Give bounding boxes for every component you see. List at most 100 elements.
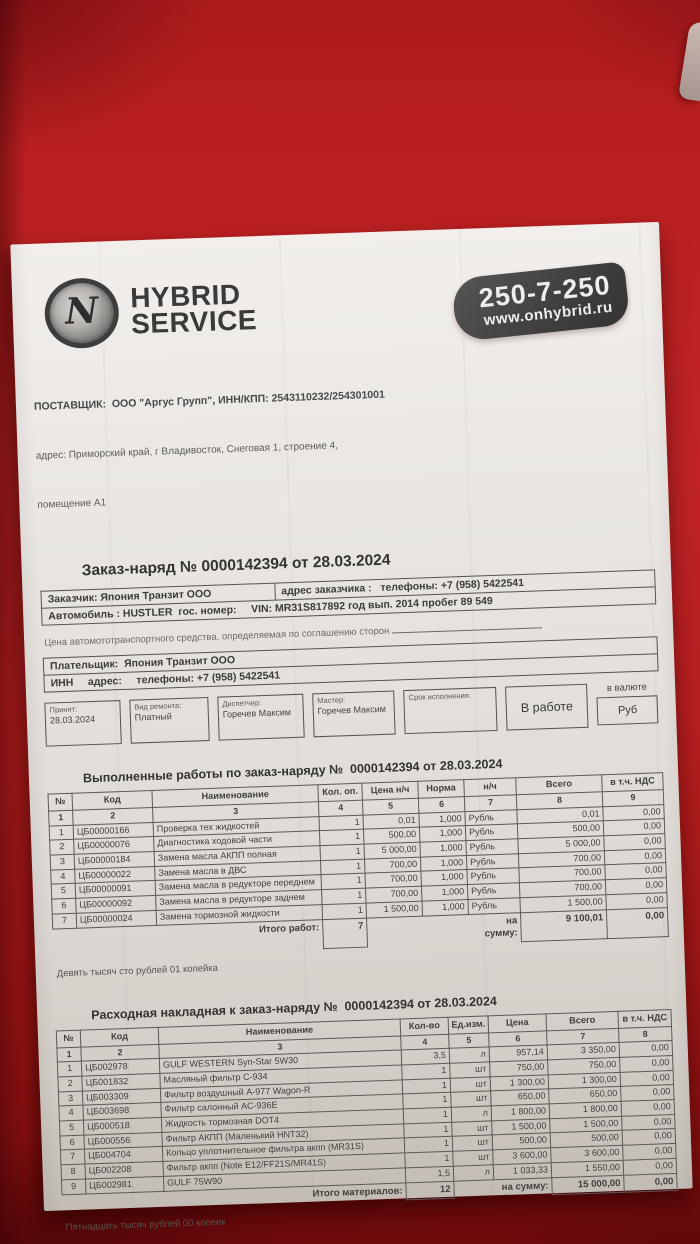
currency-label: в валюте [606, 682, 647, 695]
column-header: Цена [488, 1013, 547, 1033]
cell: 3 [58, 1090, 83, 1107]
cell: 9 [61, 1178, 86, 1195]
totals-cell [367, 914, 470, 947]
cell: 1 [319, 829, 364, 846]
cell: 1 [320, 858, 365, 876]
works-total-sum: 9 100,01 [520, 909, 608, 942]
column-header: Норма [417, 779, 465, 799]
cell: 8 [60, 1164, 86, 1180]
supplier-line: ПОСТАВЩИК: ООО "Аргус Групп", ИНН/КПП: 2… [33, 388, 386, 414]
work-order-document: N HYBRID SERVICE 250-7-250 www.onhybrid.… [10, 221, 693, 1233]
column-number: 1 [48, 810, 74, 826]
cell: 4 [50, 869, 76, 885]
status-value: 28.03.2024 [49, 714, 96, 726]
vehicle-price-text: Цена автомототранспортного средства, опр… [44, 625, 393, 650]
status-box-in-progress: В работе [504, 684, 589, 731]
column-header: н/ч [463, 778, 517, 797]
cell: 7 [52, 913, 77, 929]
shadow-left-edge [0, 0, 26, 1244]
cell: 1 [321, 873, 366, 890]
supplier-block: ПОСТАВЩИК: ООО "Аргус Групп", ИНН/КПП: 2… [33, 344, 654, 547]
column-number: 6 [418, 796, 465, 813]
cell: 1,5 [405, 1166, 454, 1183]
cell: 1 [404, 1151, 454, 1168]
status-box-master: Мастер: Горечев Максим [311, 690, 396, 738]
cell: 1 [403, 1107, 452, 1124]
brand-line2: SERVICE [130, 304, 258, 340]
cell: 6 [51, 898, 77, 914]
cell: 3 [50, 854, 75, 870]
cell: 1 [49, 825, 74, 841]
cell: 2 [49, 839, 75, 856]
materials-sum-label: на сумму: [501, 1179, 549, 1193]
document-header: N HYBRID SERVICE 250-7-250 www.onhybrid.… [30, 259, 647, 352]
column-header: Ед.изм. [448, 1015, 489, 1035]
column-header: Кол-во [400, 1017, 449, 1036]
cell: 5 [51, 883, 76, 900]
cell: шт [450, 1091, 492, 1108]
cell: л [453, 1164, 494, 1181]
column-number: 4 [318, 800, 363, 817]
status-box-accepted: Принят: 28.03.2024 [44, 700, 122, 748]
cell: 1,000 [421, 899, 469, 916]
cell: шт [452, 1149, 494, 1167]
status-value: В работе [520, 699, 574, 716]
status-value: Горечев Максим [222, 707, 292, 720]
materials-total-count: 12 [405, 1180, 455, 1200]
logo-letter: N [64, 289, 99, 333]
status-label: Срок исполнения: [408, 691, 472, 703]
gray-object-right-edge [678, 20, 700, 102]
column-header: Цена н/ч [361, 781, 419, 801]
column-header: в т.ч. НДС [601, 773, 664, 793]
materials-table: № Код Наименование Кол-во Ед.изм. Цена Всего в … [56, 1009, 678, 1212]
cell: 6 [59, 1134, 85, 1151]
cell: 1 [402, 1077, 451, 1095]
cell: 1,000 [419, 840, 467, 857]
cell: 1 [321, 888, 367, 905]
cell: 1,000 [420, 870, 468, 887]
works-total-vat: 0,00 [606, 907, 669, 939]
cell: 7 [60, 1149, 85, 1166]
cell: 1,000 [418, 811, 466, 828]
cell: 3,5 [401, 1048, 450, 1065]
column-number: 5 [448, 1032, 490, 1049]
currency-value-box: Руб [596, 695, 659, 726]
blank-underline [391, 618, 542, 634]
cell: шт [449, 1061, 491, 1078]
column-header: Кол. оп. [317, 783, 363, 803]
supplier-address-line2: помещение А1 [37, 497, 107, 512]
status-box-dispatcher: Диспетчер: Горечев Максим [217, 694, 305, 741]
brand-name: HYBRID SERVICE [130, 279, 258, 340]
supplier-address-line1: адрес: Приморский край, г Владивосток, С… [35, 440, 339, 463]
cell: 1 [318, 814, 364, 832]
status-value: Горечев Максим [317, 704, 387, 717]
cell: 1,000 [419, 825, 466, 843]
status-box-repair-type: Вид ремонта: Платный [129, 697, 210, 745]
cell: 1 [322, 902, 367, 920]
cell: шт [452, 1135, 493, 1152]
currency-column: в валюте Руб [596, 682, 659, 726]
cell: 2 [57, 1076, 83, 1092]
works-total-count: 7 [322, 917, 368, 949]
cell: л [449, 1047, 490, 1064]
hybrid-service-logo-icon: N [43, 276, 120, 350]
cell: шт [450, 1076, 491, 1093]
status-value: Платный [134, 711, 172, 723]
column-header: в т.ч. НДС [617, 1009, 672, 1029]
cell: 1 [319, 844, 365, 861]
cell: шт [451, 1120, 493, 1137]
materials-total-vat: 0,00 [623, 1172, 678, 1193]
company-logo: N HYBRID SERVICE [43, 272, 258, 350]
status-row: Принят: 28.03.2024 Вид ремонта: Платный … [44, 682, 660, 748]
column-header: № [56, 1030, 81, 1048]
cell: л [451, 1105, 492, 1123]
materials-total-sum: 15 000,00 [551, 1174, 625, 1195]
works-table: № Код Наименование Кол. оп. Цена н/ч Норма н/ч… [48, 773, 669, 959]
phone-badge: 250-7-250 www.onhybrid.ru [450, 261, 631, 343]
cell: 1,000 [421, 884, 468, 901]
column-number: 1 [56, 1047, 82, 1063]
column-header: № [48, 793, 73, 812]
cell: 1 [402, 1092, 452, 1110]
cell: 1 [403, 1122, 453, 1139]
